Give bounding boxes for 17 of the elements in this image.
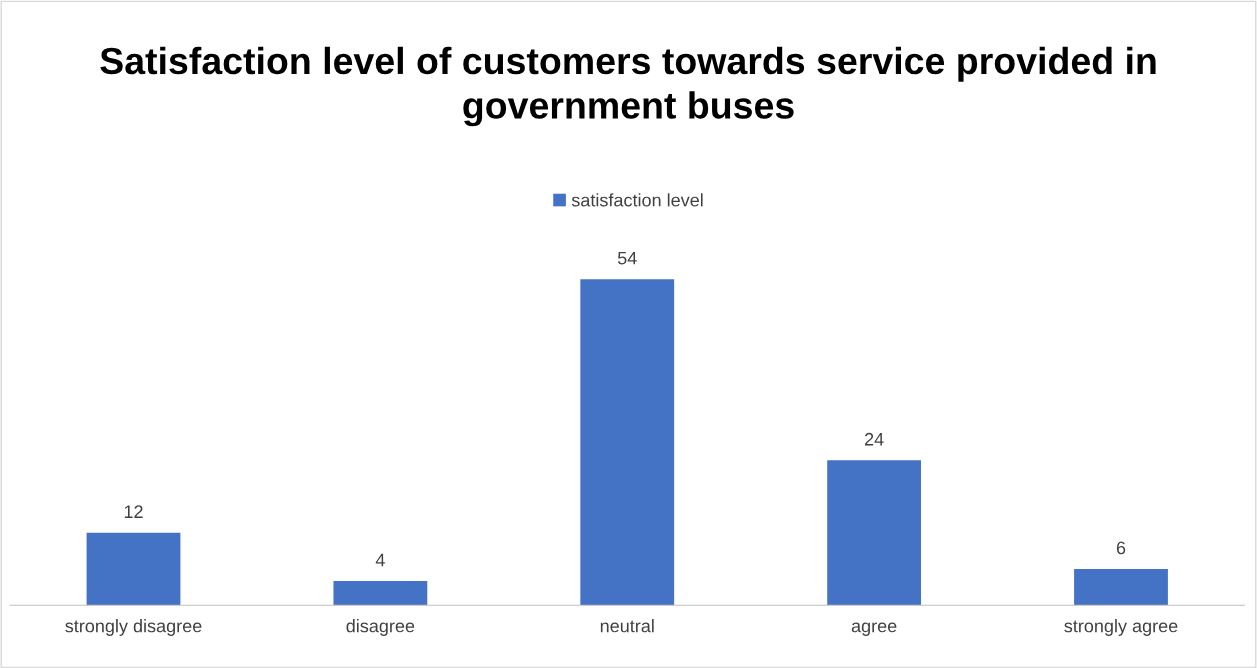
x-tick-label: disagree bbox=[346, 619, 415, 636]
x-tick-label: agree bbox=[851, 622, 897, 636]
bar bbox=[86, 532, 181, 606]
chart-title: Satisfaction level of customers towards service provided in government buses bbox=[100, 46, 1156, 127]
bar bbox=[333, 581, 428, 606]
data-label: 4 bbox=[375, 553, 385, 567]
bar bbox=[827, 460, 922, 606]
x-tick-label: strongly disagree bbox=[65, 619, 202, 636]
data-label: 6 bbox=[1116, 541, 1126, 555]
data-label: 54 bbox=[617, 251, 637, 265]
x-tick-label: strongly agree bbox=[1064, 619, 1178, 636]
bar bbox=[1074, 568, 1168, 606]
bar bbox=[580, 279, 675, 606]
x-tick-label: neutral bbox=[600, 619, 654, 633]
data-label: 12 bbox=[124, 505, 143, 518]
data-label: 24 bbox=[864, 432, 884, 446]
legend-label: satisfaction level bbox=[571, 193, 703, 207]
